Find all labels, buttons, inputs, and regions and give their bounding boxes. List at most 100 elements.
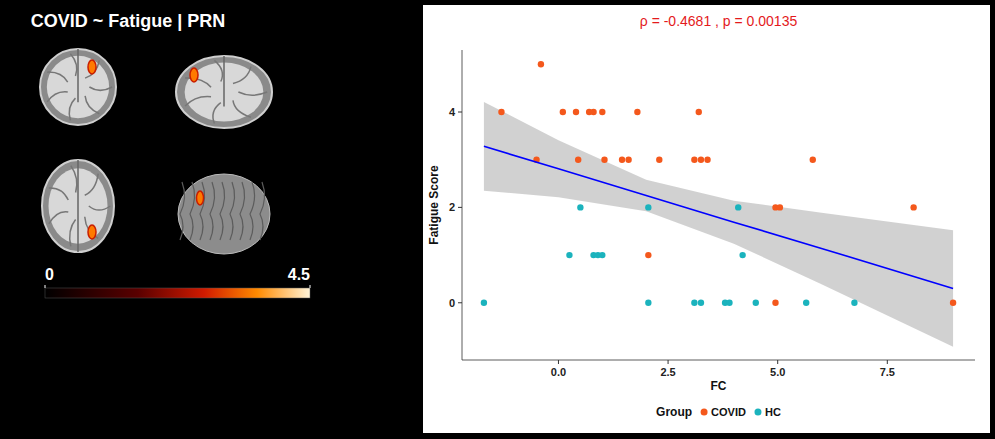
y-tick bbox=[458, 302, 462, 303]
legend-swatch bbox=[701, 409, 708, 416]
x-axis-title: FC bbox=[711, 379, 727, 393]
point bbox=[910, 204, 916, 210]
legend: GroupCOVIDHC bbox=[656, 405, 781, 419]
colorbar-label: 4.5 bbox=[288, 266, 310, 283]
x-tick bbox=[668, 360, 669, 364]
sulcus bbox=[71, 166, 77, 193]
sulcus bbox=[233, 100, 251, 117]
point bbox=[573, 109, 579, 115]
brain-coronal bbox=[40, 49, 116, 125]
point bbox=[498, 109, 504, 115]
activation-blob bbox=[197, 191, 204, 205]
point bbox=[696, 109, 702, 115]
colorbar-label: 0 bbox=[45, 266, 54, 283]
gyrus bbox=[180, 182, 185, 240]
sulcus bbox=[214, 60, 222, 81]
point bbox=[739, 252, 745, 258]
brain-sagittal bbox=[176, 56, 272, 128]
point bbox=[851, 300, 857, 306]
point bbox=[538, 61, 544, 67]
legend-label: COVID bbox=[711, 406, 746, 418]
point bbox=[698, 156, 704, 162]
sulcus bbox=[85, 96, 99, 114]
x-tick-label: 0.0 bbox=[551, 366, 566, 378]
point bbox=[619, 156, 625, 162]
sulcus bbox=[47, 72, 68, 82]
point bbox=[726, 300, 732, 306]
gyrus bbox=[210, 182, 215, 240]
point bbox=[691, 156, 697, 162]
brain-outline bbox=[176, 56, 272, 128]
gyrus bbox=[220, 182, 225, 240]
gyrus bbox=[240, 182, 245, 240]
gyrus bbox=[260, 182, 265, 240]
sulcus bbox=[185, 78, 211, 87]
point bbox=[753, 300, 759, 306]
x-tick-label: 2.5 bbox=[660, 366, 675, 378]
sulcus bbox=[49, 212, 68, 224]
point bbox=[560, 109, 566, 115]
figure: COVID ~ Fatigue | PRN 0 4.5 0.0 2.5 5.0 7.5 0 2 4… bbox=[0, 0, 995, 439]
x-tick bbox=[887, 360, 888, 364]
fit-line bbox=[484, 146, 953, 288]
x-tick-label: 7.5 bbox=[880, 366, 895, 378]
confidence-band bbox=[484, 102, 953, 347]
activation-blob bbox=[88, 225, 96, 239]
annotation: ρ = -0.4681 , p = 0.00135 bbox=[640, 13, 798, 29]
point bbox=[481, 300, 487, 306]
point bbox=[645, 204, 651, 210]
x-tick bbox=[558, 360, 559, 364]
brain-3d bbox=[178, 174, 270, 254]
sulcus bbox=[49, 188, 68, 200]
point bbox=[656, 156, 662, 162]
legend-swatch bbox=[754, 409, 761, 416]
point bbox=[950, 300, 956, 306]
midline bbox=[77, 160, 79, 252]
sulcus bbox=[47, 92, 68, 102]
y-tick bbox=[458, 207, 462, 208]
point bbox=[735, 204, 741, 210]
sulcus bbox=[89, 87, 112, 90]
legend-label: HC bbox=[765, 406, 781, 418]
sulcus bbox=[213, 103, 221, 124]
y-axis bbox=[462, 50, 463, 360]
y-tick-label: 0 bbox=[449, 297, 455, 309]
sulcus bbox=[238, 92, 267, 95]
y-tick bbox=[458, 112, 462, 113]
point bbox=[634, 109, 640, 115]
point bbox=[645, 300, 651, 306]
point bbox=[575, 156, 581, 162]
sulcus bbox=[85, 174, 98, 196]
x-axis bbox=[462, 360, 975, 361]
colorbar-tick bbox=[310, 285, 311, 288]
point bbox=[803, 300, 809, 306]
sulcus bbox=[233, 67, 251, 84]
colorbar bbox=[45, 288, 310, 298]
brain-outline bbox=[40, 49, 116, 125]
point bbox=[601, 156, 607, 162]
brain-surface bbox=[178, 174, 270, 254]
point bbox=[625, 156, 631, 162]
plot-area bbox=[481, 61, 957, 347]
point bbox=[577, 204, 583, 210]
y-tick-label: 2 bbox=[449, 201, 455, 213]
activation-blob bbox=[190, 68, 198, 82]
brain-outline bbox=[42, 160, 114, 252]
panel-title: COVID ~ Fatigue | PRN bbox=[31, 11, 226, 31]
point bbox=[590, 109, 596, 115]
point bbox=[599, 252, 605, 258]
point bbox=[772, 300, 778, 306]
x-tick bbox=[777, 360, 778, 364]
gyrus bbox=[250, 182, 255, 240]
point bbox=[599, 109, 605, 115]
gyrus bbox=[230, 182, 235, 240]
sulcus bbox=[70, 219, 76, 246]
midline bbox=[223, 56, 225, 106]
sulcus bbox=[69, 98, 75, 120]
point bbox=[777, 204, 783, 210]
sulcus bbox=[85, 217, 98, 239]
point bbox=[645, 252, 651, 258]
y-tick-label: 4 bbox=[449, 106, 456, 118]
y-axis-title: Fatigue Score bbox=[427, 165, 441, 245]
x-tick-label: 5.0 bbox=[770, 366, 785, 378]
